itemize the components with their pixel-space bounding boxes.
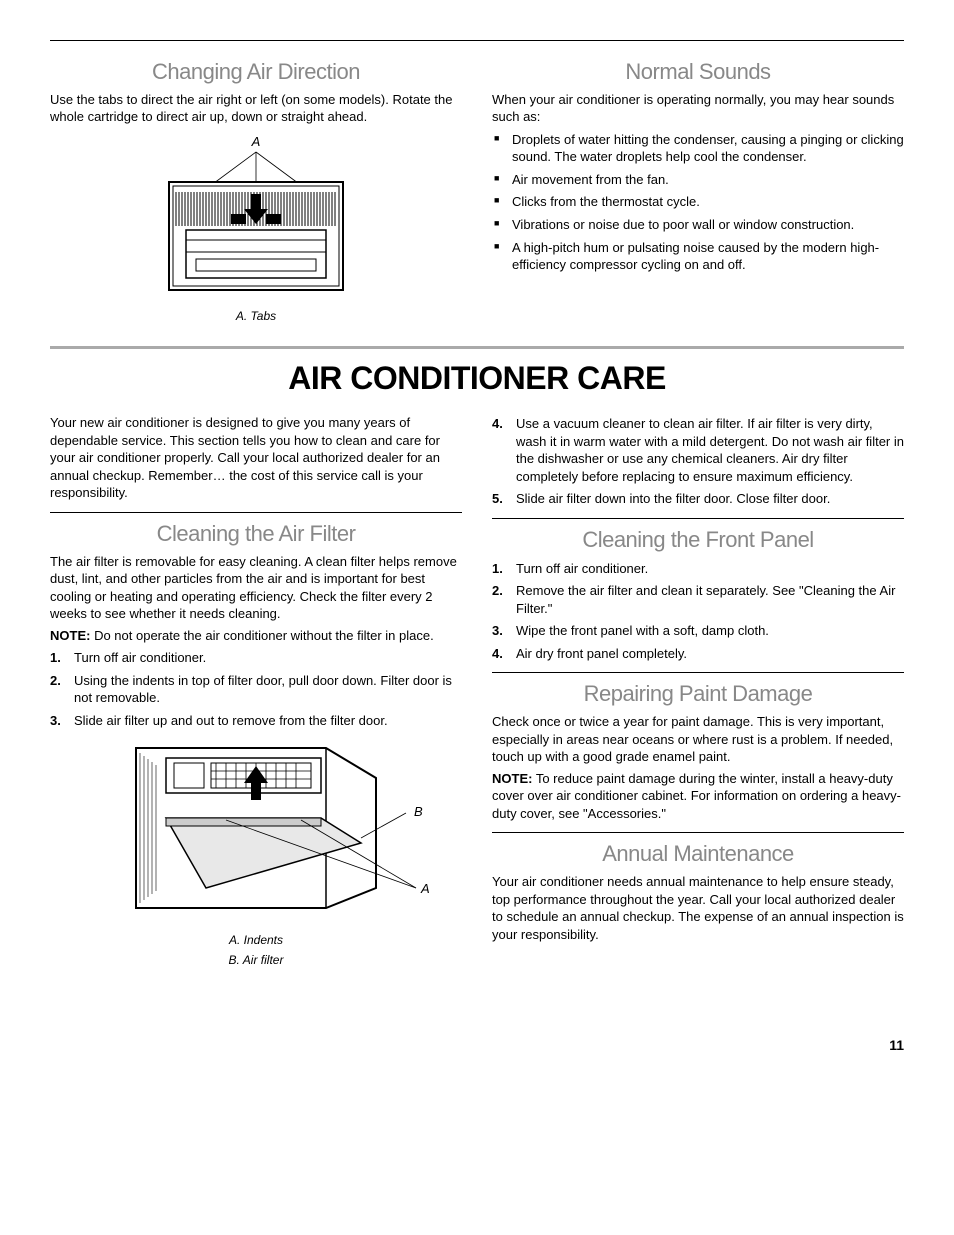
main-right-col: Use a vacuum cleaner to clean air filter… <box>492 410 904 976</box>
tabs-figure-caption: A. Tabs <box>50 308 462 324</box>
changing-air-heading: Changing Air Direction <box>50 57 462 87</box>
page-top-rule <box>50 40 904 41</box>
filter-figure: B A A. Indents B. Air filter <box>50 738 462 968</box>
ac-front-diagram-icon: A <box>151 134 361 304</box>
section-divider <box>50 346 904 349</box>
list-item: Wipe the front panel with a soft, damp c… <box>492 622 904 640</box>
cleaning-filter-note: NOTE: Do not operate the air conditioner… <box>50 627 462 645</box>
note-label: NOTE: <box>492 771 532 786</box>
normal-sounds-heading: Normal Sounds <box>492 57 904 87</box>
cleaning-filter-p1: The air filter is removable for easy cle… <box>50 553 462 623</box>
paint-p1: Check once or twice a year for paint dam… <box>492 713 904 766</box>
list-item: Slide air filter up and out to remove fr… <box>50 712 462 730</box>
subsection-rule <box>492 672 904 673</box>
subsection-rule <box>50 512 462 513</box>
intro-paragraph: Your new air conditioner is designed to … <box>50 414 462 502</box>
list-item: Remove the air filter and clean it separ… <box>492 582 904 617</box>
list-item: A high-pitch hum or pulsating noise caus… <box>492 239 904 274</box>
list-item: Clicks from the thermostat cycle. <box>492 193 904 211</box>
annual-body: Your air conditioner needs annual mainte… <box>492 873 904 943</box>
annual-heading: Annual Maintenance <box>492 839 904 869</box>
main-title: AIR CONDITIONER CARE <box>50 357 904 400</box>
ac-filter-diagram-icon: B A <box>76 738 436 928</box>
filter-steps-right: Use a vacuum cleaner to clean air filter… <box>492 415 904 508</box>
list-item: Droplets of water hitting the condenser,… <box>492 131 904 166</box>
list-item: Turn off air conditioner. <box>492 560 904 578</box>
list-item: Air dry front panel completely. <box>492 645 904 663</box>
normal-sounds-list: Droplets of water hitting the condenser,… <box>492 131 904 274</box>
front-panel-steps: Turn off air conditioner. Remove the air… <box>492 560 904 663</box>
filter-caption-a: A. Indents <box>50 932 462 948</box>
tabs-figure: A A. Tabs <box>50 134 462 324</box>
note-label: NOTE: <box>50 628 90 643</box>
paint-heading: Repairing Paint Damage <box>492 679 904 709</box>
main-columns: Your new air conditioner is designed to … <box>50 410 904 976</box>
paint-note: NOTE: To reduce paint damage during the … <box>492 770 904 823</box>
list-item: Vibrations or noise due to poor wall or … <box>492 216 904 234</box>
top-left-col: Changing Air Direction Use the tabs to d… <box>50 51 462 332</box>
list-item: Using the indents in top of filter door,… <box>50 672 462 707</box>
filter-steps-left: Turn off air conditioner. Using the inde… <box>50 649 462 729</box>
svg-text:B: B <box>414 804 423 819</box>
filter-caption-b: B. Air filter <box>50 952 462 968</box>
note-body: Do not operate the air conditioner witho… <box>90 628 433 643</box>
changing-air-body: Use the tabs to direct the air right or … <box>50 91 462 126</box>
list-item: Use a vacuum cleaner to clean air filter… <box>492 415 904 485</box>
list-item: Air movement from the fan. <box>492 171 904 189</box>
main-left-col: Your new air conditioner is designed to … <box>50 410 462 976</box>
subsection-rule <box>492 518 904 519</box>
page-number: 11 <box>50 1036 904 1055</box>
top-right-col: Normal Sounds When your air conditioner … <box>492 51 904 332</box>
list-item: Turn off air conditioner. <box>50 649 462 667</box>
note-body: To reduce paint damage during the winter… <box>492 771 901 821</box>
front-panel-heading: Cleaning the Front Panel <box>492 525 904 555</box>
svg-text:A: A <box>251 134 261 149</box>
top-columns: Changing Air Direction Use the tabs to d… <box>50 51 904 332</box>
list-item: Slide air filter down into the filter do… <box>492 490 904 508</box>
svg-text:A: A <box>420 881 430 896</box>
subsection-rule <box>492 832 904 833</box>
cleaning-filter-heading: Cleaning the Air Filter <box>50 519 462 549</box>
normal-sounds-intro: When your air conditioner is operating n… <box>492 91 904 126</box>
